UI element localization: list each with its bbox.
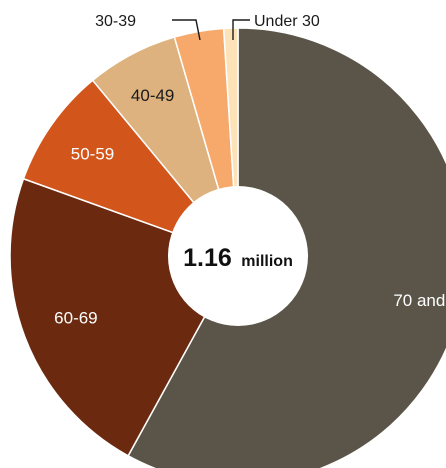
leader-line <box>172 19 201 41</box>
slice-label-50-59: 50-59 <box>71 145 114 164</box>
leader-line <box>232 19 250 40</box>
slice-label-30-39: 30-39 <box>95 13 136 30</box>
slice-label-60-69: 60-69 <box>54 308 97 327</box>
slice-label-40-49: 40-49 <box>131 86 174 105</box>
slice-label-under-30: Under 30 <box>254 13 320 30</box>
donut-hole <box>168 186 308 326</box>
labels-layer: 70 and over 60-69 50-59 40-49 30-39 Under 30 <box>54 13 446 327</box>
center-total-unit: million <box>241 253 293 270</box>
slice-label-70-and-over: 70 and over <box>393 291 446 310</box>
center-total-value: 1.16 <box>183 244 232 272</box>
center-total: 1.16 million <box>183 244 293 272</box>
